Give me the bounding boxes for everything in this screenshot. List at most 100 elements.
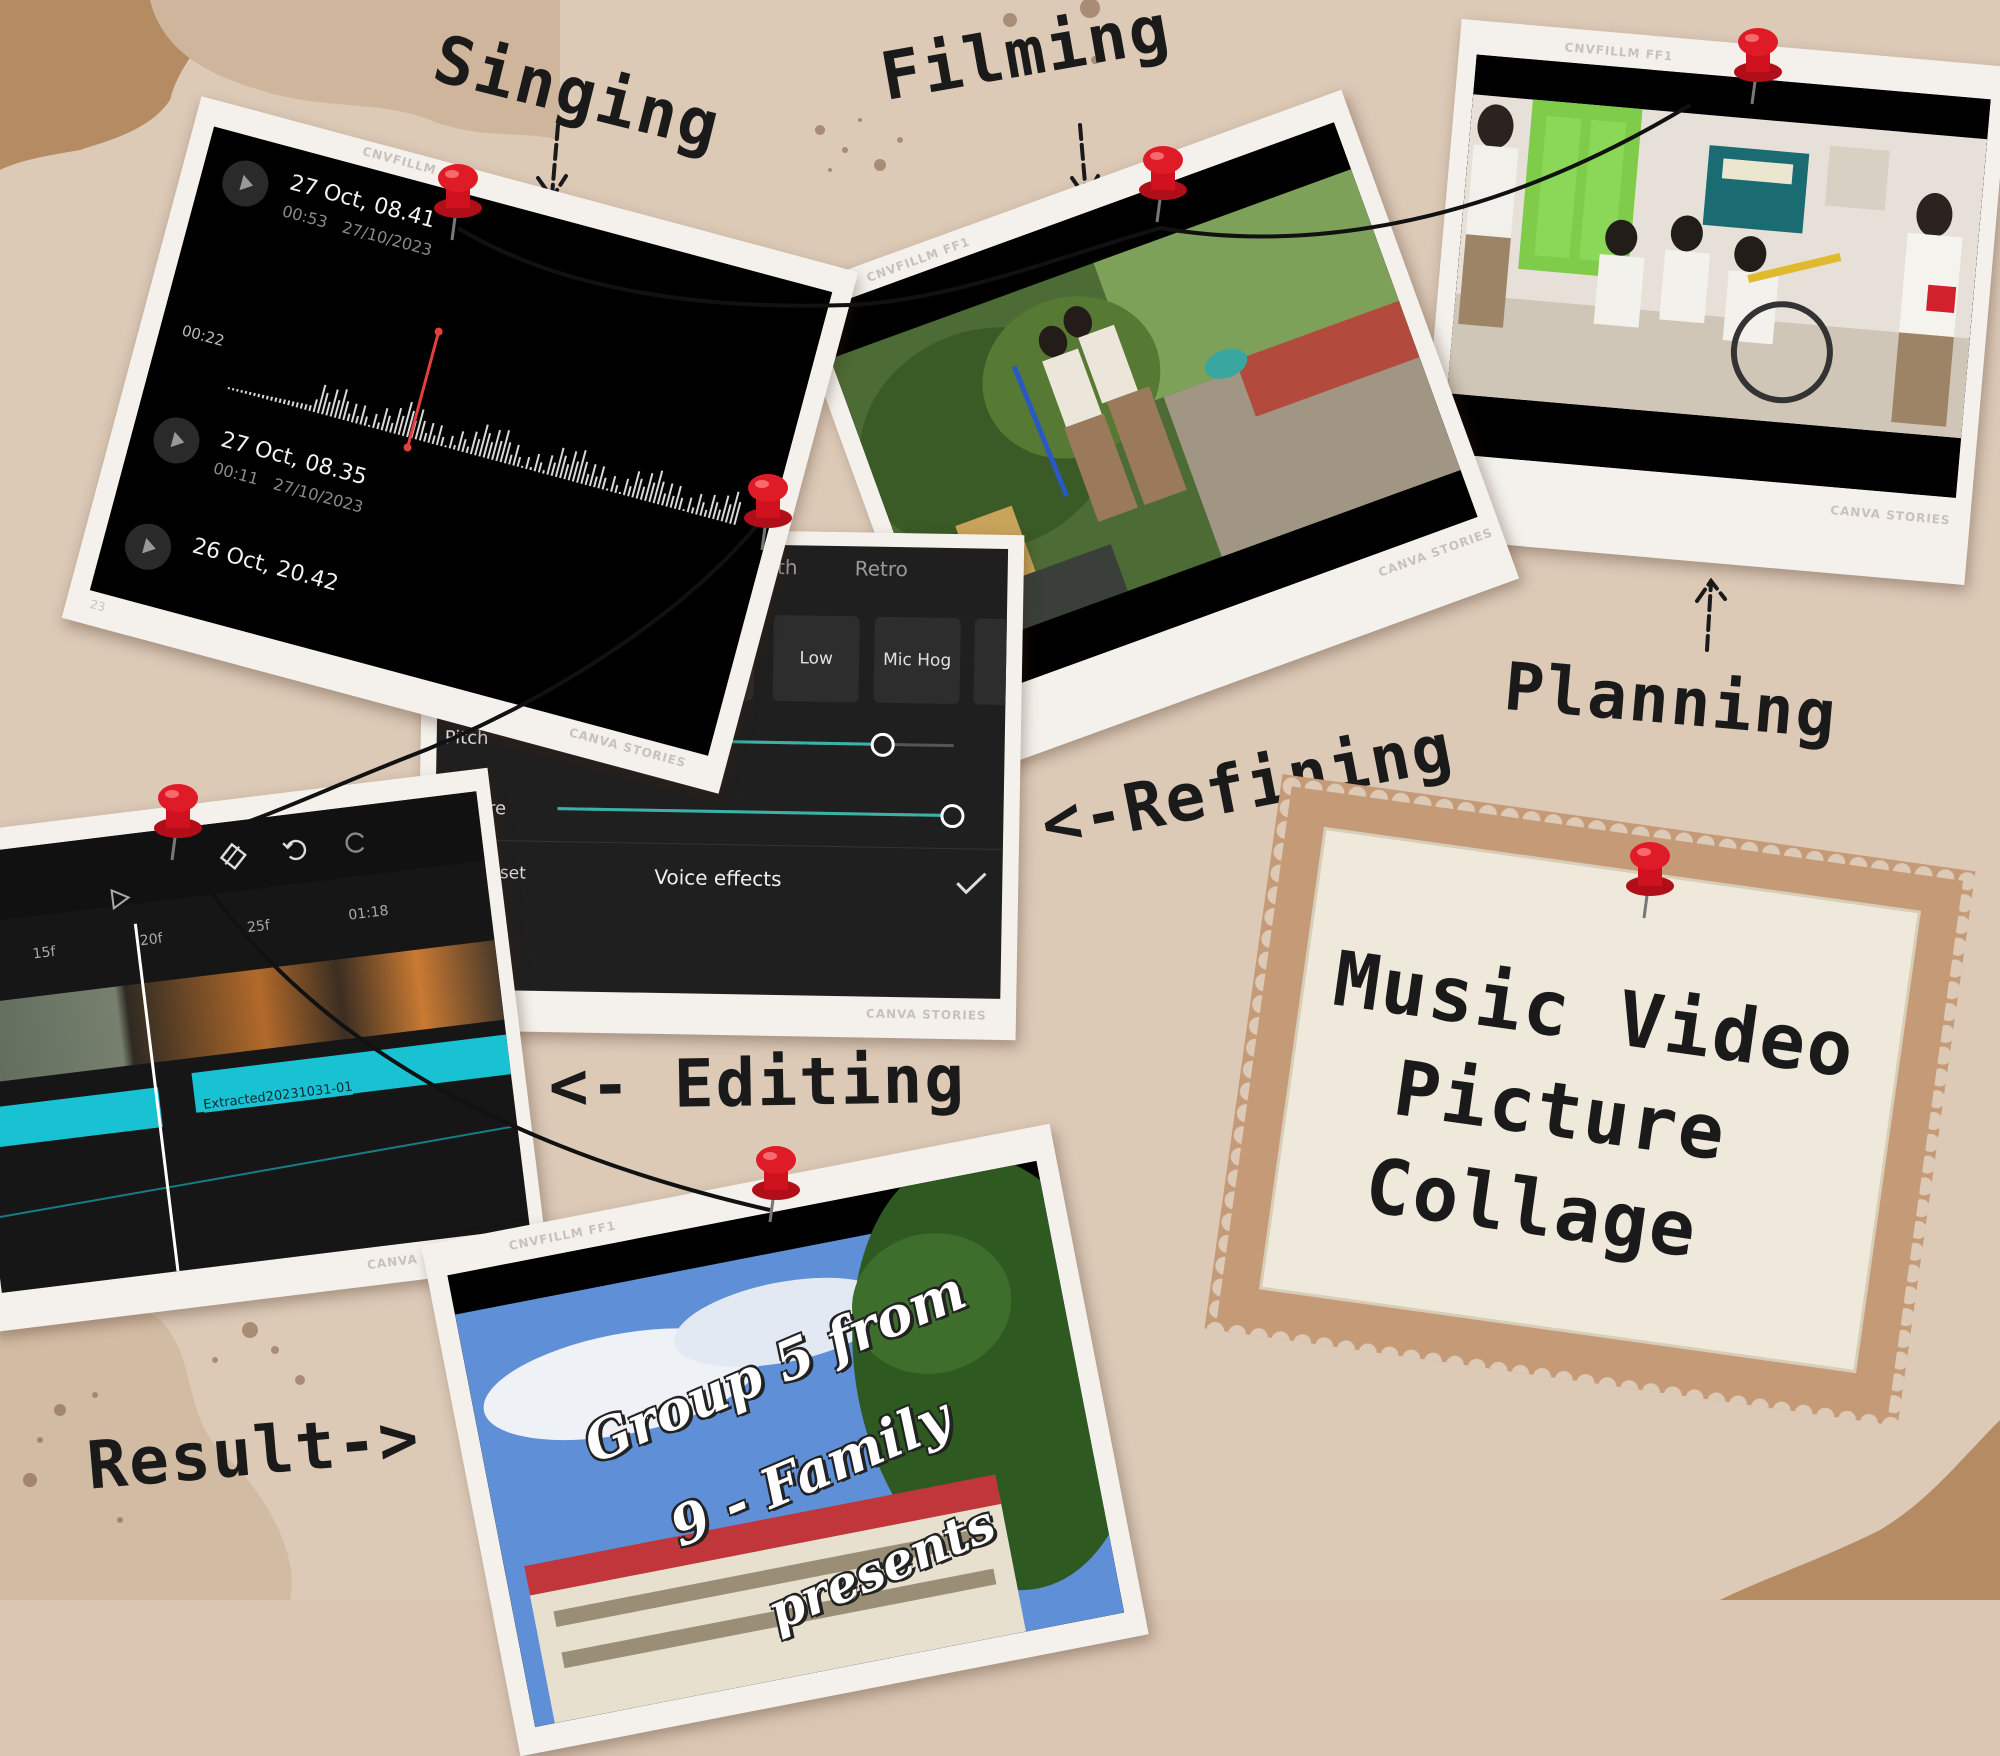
waveform-bar bbox=[435, 425, 444, 446]
voice-effects-title: Voice effects bbox=[654, 864, 782, 892]
confirm-check-icon[interactable] bbox=[954, 870, 988, 897]
recording-play-button[interactable] bbox=[217, 155, 274, 212]
waveform-bar bbox=[414, 409, 425, 440]
waveform-bar bbox=[614, 484, 619, 494]
ruler-tick: 20f bbox=[139, 930, 164, 950]
waveform-bar bbox=[661, 493, 667, 506]
waveform-bar bbox=[559, 455, 568, 479]
waveform-bar bbox=[491, 429, 501, 461]
waveform-bar bbox=[499, 430, 511, 463]
watermark-frame-number: 23 bbox=[88, 596, 107, 615]
play-icon[interactable] bbox=[105, 884, 134, 913]
label-editing: <- Editing bbox=[548, 1040, 967, 1125]
planning-scene bbox=[1441, 54, 1991, 498]
waveform-bar bbox=[656, 481, 665, 505]
waveform-bar bbox=[601, 477, 607, 490]
waveform-bar bbox=[440, 436, 445, 447]
waveform-bar bbox=[627, 485, 632, 497]
waveform-bar bbox=[333, 399, 341, 418]
arrow-planning bbox=[1695, 577, 1727, 652]
waveform-bar bbox=[703, 509, 708, 518]
play-icon bbox=[170, 431, 187, 451]
waveform-bar bbox=[576, 449, 587, 483]
preset-mic-hog-label: Mic Hog bbox=[882, 649, 952, 672]
waveform-bar bbox=[584, 473, 590, 486]
keyframe-icon[interactable] bbox=[217, 840, 250, 873]
recorder-screen: 27 Oct, 08.41 00:53 27/10/2023 00:22 27 … bbox=[89, 126, 833, 756]
clip-label: Extracted20231031-01 bbox=[202, 1079, 354, 1113]
recording-title[interactable]: 26 Oct, 20.42 bbox=[189, 533, 341, 597]
preset-mic-hog[interactable]: Mic Hog bbox=[873, 616, 961, 705]
waveform-bar bbox=[372, 413, 378, 429]
waveform-bar bbox=[350, 403, 358, 423]
waveform-bar bbox=[712, 501, 719, 520]
waveform-bar bbox=[495, 440, 503, 462]
waveform-bar bbox=[248, 391, 252, 396]
waveform-bar bbox=[444, 445, 447, 448]
waveform-bar bbox=[325, 401, 331, 416]
waveform-bar bbox=[367, 424, 371, 428]
waveform-bar bbox=[525, 456, 531, 470]
result-scene bbox=[447, 1160, 1125, 1727]
waveform-bar bbox=[635, 478, 643, 499]
tab-retro[interactable]: Retro bbox=[854, 556, 909, 582]
push-pin-icon bbox=[1734, 28, 1782, 105]
photo-planning: CNVFILLM FF1 CANVA STORIES bbox=[1416, 19, 2000, 585]
waveform-bar bbox=[304, 404, 308, 410]
waveform-bar bbox=[265, 395, 269, 400]
waveform-bar bbox=[253, 392, 256, 397]
ruler-tick: 01:18 bbox=[347, 902, 390, 924]
timbre-slider-knob[interactable] bbox=[940, 803, 965, 829]
preset-low[interactable]: Low bbox=[772, 614, 860, 703]
waveform-bar bbox=[554, 447, 565, 478]
timbre-slider[interactable] bbox=[557, 803, 965, 829]
waveform-bar bbox=[291, 401, 295, 407]
ruler-tick: 15f bbox=[31, 943, 57, 963]
waveform-bar bbox=[529, 466, 533, 471]
waveform-bar bbox=[686, 497, 693, 513]
waveform-bar bbox=[695, 493, 703, 515]
waveform-bar bbox=[338, 389, 348, 420]
waveform-bar bbox=[571, 461, 580, 482]
waveform-bar bbox=[618, 491, 622, 495]
waveform-bar bbox=[406, 410, 415, 438]
waveform-bar bbox=[678, 497, 684, 511]
waveform-bar bbox=[427, 422, 435, 443]
pitch-slider-knob[interactable] bbox=[870, 732, 895, 758]
waveform-bar bbox=[610, 475, 617, 492]
waveform-bar bbox=[418, 420, 427, 441]
waveform-bar bbox=[257, 393, 261, 398]
waveform-bar bbox=[580, 461, 589, 484]
waveform-bar bbox=[376, 422, 381, 430]
waveform-bar bbox=[631, 471, 641, 498]
waveform[interactable] bbox=[221, 273, 779, 548]
preset-low-label: Low bbox=[799, 648, 834, 669]
waveform-bar bbox=[639, 486, 646, 500]
waveform-bar bbox=[729, 491, 740, 524]
watermark-canva-stories: CANVA STORIES bbox=[865, 1006, 987, 1023]
audio-clip[interactable] bbox=[0, 1087, 163, 1149]
recording-play-button[interactable] bbox=[119, 518, 177, 575]
waveform-bar bbox=[452, 444, 456, 450]
waveform-bar bbox=[270, 396, 274, 401]
redo-icon[interactable] bbox=[340, 825, 373, 858]
push-pin-icon bbox=[434, 164, 482, 241]
undo-icon[interactable] bbox=[278, 832, 311, 865]
waveform-bar bbox=[431, 435, 436, 445]
waveform-bar bbox=[359, 405, 367, 425]
preset-tile-cut[interactable] bbox=[973, 618, 1009, 706]
push-pin-icon bbox=[1139, 146, 1187, 223]
waveform-bar bbox=[588, 463, 597, 487]
recording-play-button[interactable] bbox=[148, 412, 205, 469]
waveform-bar bbox=[423, 432, 428, 442]
waveform-bar bbox=[537, 462, 543, 473]
waveform-bar bbox=[342, 401, 350, 421]
waveform-bar bbox=[682, 508, 685, 512]
waveform-bar bbox=[240, 389, 243, 393]
waveform-bar bbox=[274, 397, 278, 402]
waveform-bar bbox=[380, 408, 389, 431]
waveform-bar bbox=[316, 384, 327, 414]
waveform-bar bbox=[393, 407, 403, 434]
photo-singing: 27 Oct, 08.41 00:53 27/10/2023 00:22 27 … bbox=[61, 96, 859, 794]
waveform-bar bbox=[716, 509, 722, 521]
